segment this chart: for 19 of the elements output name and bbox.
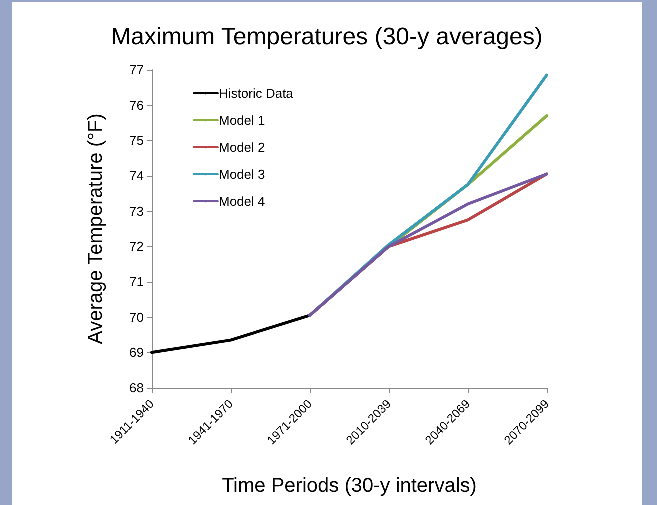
y-tick-label: 77 xyxy=(130,62,144,78)
x-axis-title: Time Periods (30-y intervals) xyxy=(222,475,477,497)
legend-label: Historic Data xyxy=(219,86,294,101)
legend-label: Model 3 xyxy=(219,167,266,182)
legend-label: Model 1 xyxy=(219,113,266,128)
y-tick-label: 72 xyxy=(130,239,144,254)
y-tick-label: 74 xyxy=(130,168,144,184)
y-tick-label: 75 xyxy=(130,133,144,148)
line-series xyxy=(308,172,548,318)
y-tick-label: 68 xyxy=(130,380,144,396)
chart-title: Maximum Temperatures (30-y averages) xyxy=(111,24,543,50)
legend-label: Model 2 xyxy=(219,140,266,155)
y-tick-label: 71 xyxy=(130,274,144,290)
y-tick-label: 73 xyxy=(130,204,144,219)
legend-label: Model 4 xyxy=(219,194,266,209)
y-axis-title: Average Temperature (°F) xyxy=(85,114,107,344)
y-tick-label: 76 xyxy=(130,98,144,113)
y-tick-label: 69 xyxy=(130,345,144,360)
y-tick-label: 70 xyxy=(130,310,144,325)
